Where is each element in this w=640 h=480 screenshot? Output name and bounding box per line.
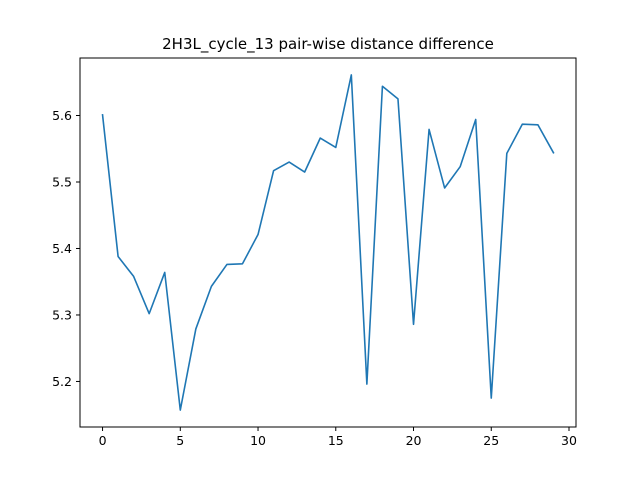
chart-title: 2H3L_cycle_13 pair-wise distance differe… <box>162 35 494 54</box>
x-tick-label: 5 <box>176 433 184 448</box>
x-tick-label: 30 <box>561 433 577 448</box>
y-tick-label: 5.2 <box>52 374 72 389</box>
x-tick-label: 15 <box>328 433 344 448</box>
axes-frame <box>79 57 577 428</box>
y-axis: 5.2 5.3 5.4 5.5 5.6 <box>52 108 80 389</box>
x-axis: 0 5 10 15 20 25 30 <box>99 427 577 448</box>
y-tick-label: 5.6 <box>52 108 72 123</box>
x-tick-label: 25 <box>483 433 499 448</box>
series-line <box>101 74 555 411</box>
x-tick-label: 10 <box>250 433 266 448</box>
series-layer <box>101 74 555 411</box>
y-tick-label: 5.3 <box>52 307 72 322</box>
y-tick-label: 5.4 <box>52 241 72 256</box>
y-tick-label: 5.5 <box>52 174 72 189</box>
plot-area <box>79 57 577 428</box>
x-tick-label: 20 <box>406 433 422 448</box>
x-tick-label: 0 <box>99 433 107 448</box>
